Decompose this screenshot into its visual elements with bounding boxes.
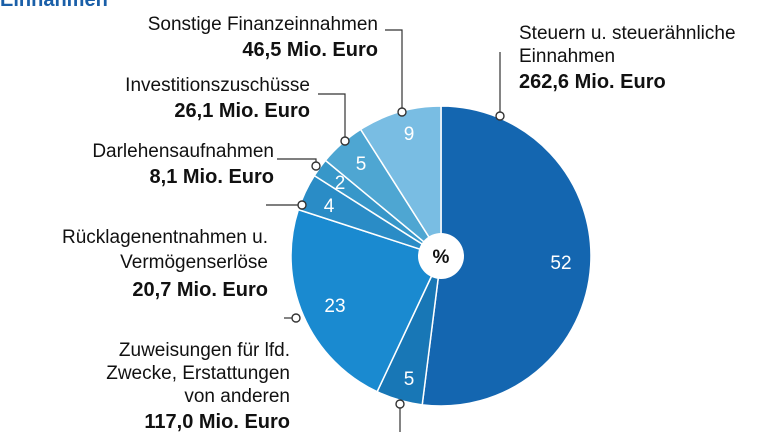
pie-center <box>418 233 464 279</box>
slice-percent-label-5: 5 <box>356 154 367 175</box>
slice-name-line: Darlehensaufnahmen <box>92 141 274 162</box>
slice-name-line: Zuweisungen für lfd. <box>119 340 290 361</box>
chart-title: Einnahmen <box>0 0 108 11</box>
slice-percent-label-1: 5 <box>404 369 415 390</box>
leader-dot-3 <box>297 200 307 210</box>
slice-name-line: Rücklagenentnahmen u. <box>62 227 268 248</box>
slice-label-group-4: Darlehensaufnahmen 8,1 Mio. Euro <box>92 141 274 188</box>
slice-name-line: Investitionszuschüsse <box>125 75 310 96</box>
leader-line-6 <box>385 29 403 112</box>
slice-percent-label-6: 9 <box>404 124 415 145</box>
leader-dot-0 <box>495 111 505 121</box>
slice-percent-label-4: 2 <box>335 173 346 194</box>
slice-name-line: Einnahmen <box>519 46 615 67</box>
leader-line-5 <box>318 93 346 141</box>
slice-name-line: von anderen <box>184 386 290 407</box>
leader-dot-1 <box>395 399 405 409</box>
pie-slice-0 <box>421 105 592 407</box>
slice-value-label: 20,7 Mio. Euro <box>132 279 268 301</box>
leader-dot-5 <box>340 136 350 146</box>
slice-value-label: 26,1 Mio. Euro <box>174 100 310 122</box>
leader-dot-2 <box>291 313 301 323</box>
leader-line-4 <box>277 158 317 166</box>
slice-name-line: Steuern u. steuerähnliche <box>519 23 736 44</box>
slice-percent-label-3: 4 <box>324 196 335 217</box>
slice-name-line: Zwecke, Erstattungen <box>106 363 290 384</box>
slice-percent-label-2: 23 <box>324 296 345 317</box>
leader-dot-4 <box>311 161 321 171</box>
slice-value-label: 262,6 Mio. Euro <box>519 71 666 93</box>
slice-label-group-3: Rücklagenentnahmen u. Vermögenserlöse 20,7… <box>62 227 268 301</box>
slice-percent-label-0: 52 <box>550 253 571 274</box>
slice-label-group-2: Zuweisungen für lfd.Zwecke, Erstattungen… <box>106 340 290 432</box>
slice-name-line: Vermögenserlöse <box>120 252 268 273</box>
slice-value-label: 46,5 Mio. Euro <box>242 39 378 61</box>
slice-value-label: 117,0 Mio. Euro <box>144 411 290 432</box>
pie-slice-2 <box>290 208 443 393</box>
center-label: % <box>433 247 450 268</box>
slice-value-label: 8,1 Mio. Euro <box>150 166 274 188</box>
leader-dot-6 <box>397 107 407 117</box>
slice-name-line: Sonstige Finanzeinnahmen <box>148 14 378 35</box>
slice-label-group-5: Investitionszuschüsse 26,1 Mio. Euro <box>125 75 310 122</box>
pie-slices <box>290 105 592 407</box>
slice-label-group-6: Sonstige Finanzeinnahmen 46,5 Mio. Euro <box>148 14 378 61</box>
